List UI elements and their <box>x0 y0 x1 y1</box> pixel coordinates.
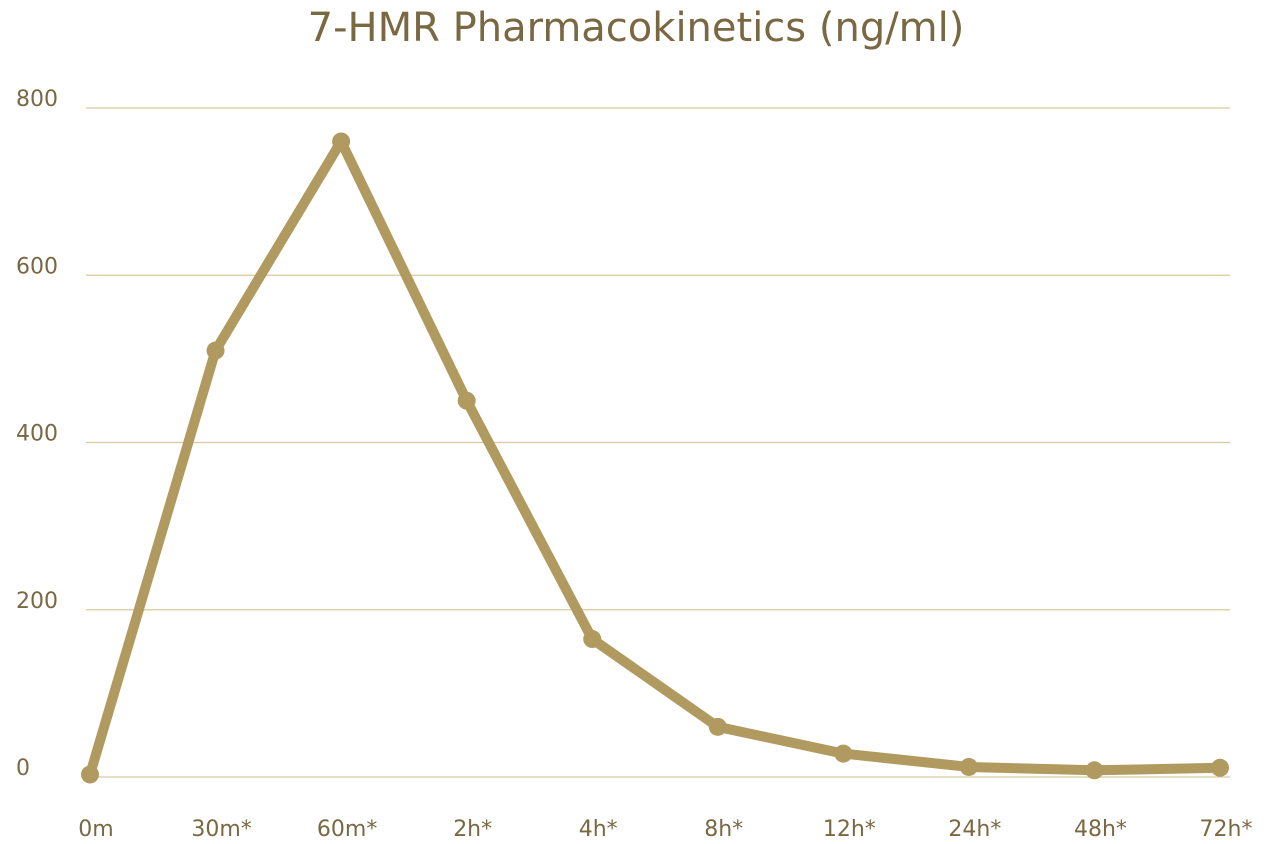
y-tick-label: 200 <box>16 589 58 614</box>
y-tick-label: 800 <box>16 87 58 112</box>
chart-title: 7-HMR Pharmacokinetics (ng/ml) <box>308 5 965 51</box>
x-tick-label: 4h* <box>579 817 618 842</box>
x-tick-label: 24h* <box>948 817 1001 842</box>
data-point <box>81 765 99 784</box>
x-tick-label: 2h* <box>453 817 492 842</box>
x-tick-label: 8h* <box>704 817 743 842</box>
data-point <box>332 132 351 151</box>
x-tick-label: 0m <box>78 817 113 842</box>
y-tick-label: 400 <box>16 422 58 447</box>
x-tick-label: 12h* <box>823 817 876 842</box>
data-point <box>206 341 225 360</box>
x-tick-label: 60m* <box>317 817 377 842</box>
y-tick-label: 0 <box>16 756 30 781</box>
data-point <box>583 630 602 649</box>
data-point <box>457 391 476 410</box>
data-point <box>1211 758 1229 777</box>
data-point <box>708 717 727 736</box>
x-tick-label: 30m* <box>191 817 251 842</box>
x-tick-label: 48h* <box>1074 817 1127 842</box>
data-point <box>1085 761 1104 780</box>
x-tick-label: 72h* <box>1200 817 1253 842</box>
data-point <box>959 757 978 776</box>
y-tick-label: 600 <box>16 254 58 279</box>
data-line <box>85 136 1225 780</box>
data-point <box>834 744 853 763</box>
